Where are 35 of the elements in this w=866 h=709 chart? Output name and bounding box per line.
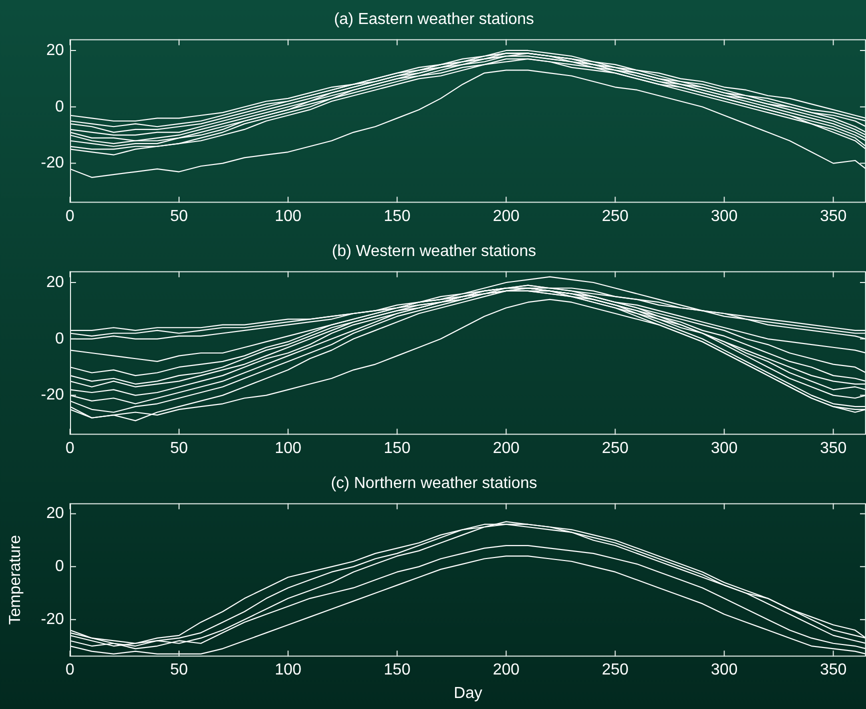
x-tick-label: 200	[492, 662, 520, 679]
x-tick-label: 350	[820, 440, 847, 457]
x-tick-label: 100	[274, 662, 302, 679]
y-tick-label: -20	[40, 154, 64, 172]
y-tick-label: -20	[40, 386, 64, 404]
y-tick-label: 20	[46, 505, 64, 522]
x-tick-label: 200	[492, 440, 520, 457]
x-tick-label: 300	[710, 662, 738, 679]
x-axis-title: Day	[454, 684, 482, 702]
chart-title: (c) Northern weather stations	[330, 475, 538, 492]
x-tick-label: 150	[384, 208, 411, 225]
x-tick-label: 350	[820, 662, 847, 679]
x-tick-label: 250	[602, 208, 629, 225]
x-tick-label: 100	[274, 440, 302, 457]
x-tick-label: 150	[384, 662, 411, 679]
x-tick-label: 200	[492, 208, 520, 225]
y-tick-label: 0	[55, 98, 64, 116]
x-tick-label: 250	[602, 440, 629, 457]
y-tick-label: 0	[55, 558, 64, 576]
y-axis-title: Temperature	[7, 534, 24, 625]
x-tick-label: 50	[170, 208, 188, 225]
y-tick-label: 0	[55, 330, 64, 348]
y-tick-label: 20	[46, 42, 64, 59]
x-tick-label: 250	[602, 662, 629, 679]
chart-title: (a) Eastern weather stations	[334, 11, 534, 28]
x-tick-label: 50	[170, 662, 188, 679]
x-tick-label: 50	[170, 440, 188, 457]
x-tick-label: 100	[274, 208, 302, 225]
chart-title: (b) Western weather stations	[332, 243, 536, 260]
x-tick-label: 300	[710, 208, 738, 225]
x-tick-label: 150	[384, 440, 411, 457]
y-tick-label: 20	[46, 274, 64, 291]
x-tick-label: 300	[710, 440, 738, 457]
y-tick-label: -20	[40, 610, 64, 628]
x-tick-label: 350	[820, 208, 847, 225]
